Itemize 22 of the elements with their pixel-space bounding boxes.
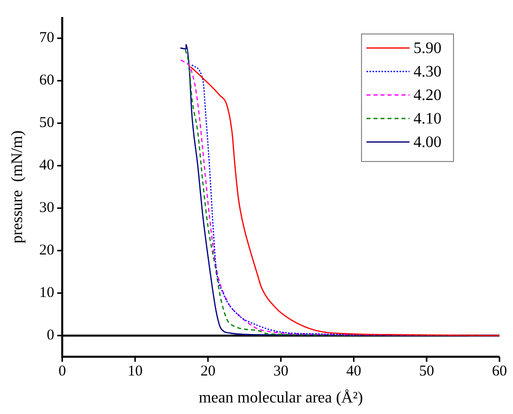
x-tick-label: 0 bbox=[58, 364, 66, 380]
y-axis-title: pressure (mN/m) bbox=[8, 130, 26, 244]
legend-label: 4.10 bbox=[414, 110, 442, 128]
y-tick-label: 0 bbox=[46, 328, 54, 344]
x-tick-label: 50 bbox=[419, 364, 434, 380]
x-axis-title: mean molecular area (Å²) bbox=[198, 388, 363, 407]
y-tick-label: 20 bbox=[39, 242, 54, 259]
legend-label: 4.00 bbox=[414, 134, 442, 152]
x-tick-label: 40 bbox=[346, 364, 362, 380]
x-tick-label: 30 bbox=[273, 364, 288, 380]
x-tick-label: 10 bbox=[128, 364, 143, 380]
x-tick-label: 60 bbox=[492, 364, 507, 380]
x-tick-label: 20 bbox=[200, 364, 216, 380]
y-tick-label: 50 bbox=[39, 115, 54, 132]
legend-label: 4.20 bbox=[414, 87, 442, 104]
y-tick-label: 70 bbox=[39, 30, 54, 46]
y-tick-label: 60 bbox=[39, 72, 54, 89]
y-tick-label: 40 bbox=[39, 158, 54, 174]
legend-label: 4.30 bbox=[414, 64, 442, 81]
legend-label: 5.90 bbox=[414, 40, 442, 58]
y-tick-label: 10 bbox=[39, 285, 54, 302]
y-tick-label: 30 bbox=[39, 200, 54, 216]
